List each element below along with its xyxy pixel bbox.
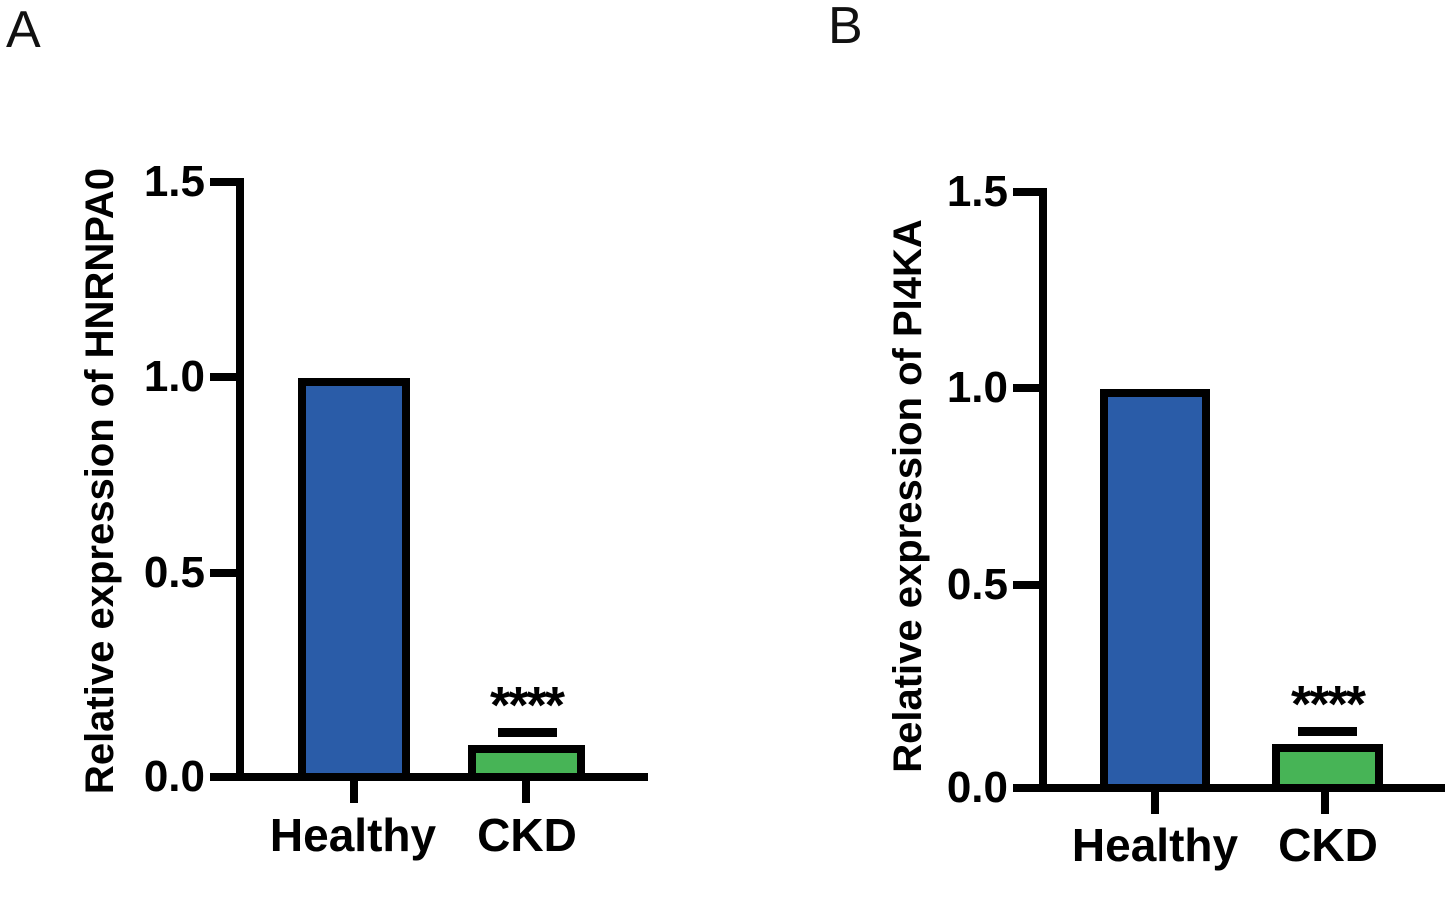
panel-b-ckd-error-bar-cap xyxy=(1298,726,1357,736)
panel-b-ytick-0.5: 0.5 xyxy=(946,560,1008,609)
panel-a-y-axis-line xyxy=(236,178,244,781)
panel-b-ytick-mark-0.0 xyxy=(1013,784,1039,792)
panel-a-xtick-ckd xyxy=(522,781,530,803)
panel-a-ckd-error-bar-cap xyxy=(498,727,557,737)
panel-a-ytick-0.0: 0.0 xyxy=(143,752,205,801)
panel-b-ytick-mark-1.5 xyxy=(1013,188,1039,196)
panel-a-ytick-0.5: 0.5 xyxy=(143,548,205,597)
panel-b-significance-stars: **** xyxy=(1291,675,1366,734)
figure-canvas: A Relative expression of HNRNPA0 1.5 1.0… xyxy=(6,0,1445,871)
panel-a-ytick-1.0: 1.0 xyxy=(143,352,205,401)
panel-b-ytick-1.0: 1.0 xyxy=(946,363,1008,412)
panel-a-xlabel-healthy: Healthy xyxy=(269,809,437,861)
panel-b-letter: B xyxy=(828,0,863,55)
panel-b-x-axis-line xyxy=(1039,784,1445,792)
panel-b-bar-ckd xyxy=(1272,743,1383,792)
panel-a-ytick-mark-1.5 xyxy=(210,178,236,186)
panel-b-ytick-1.5: 1.5 xyxy=(946,167,1008,216)
panel-a-ytick-mark-1.0 xyxy=(210,373,236,381)
panel-a-plot-area: **** xyxy=(240,177,648,781)
panel-b-plot-area: **** xyxy=(1043,188,1445,792)
panel-a-ytick-mark-0.0 xyxy=(210,773,236,781)
panel-a-x-axis-line xyxy=(236,773,648,781)
panel-b-ytick-0.0: 0.0 xyxy=(946,763,1008,812)
panel-a-xlabel-ckd: CKD xyxy=(477,809,577,861)
panel-a-significance-stars: **** xyxy=(490,676,565,735)
panel-b-xtick-healthy xyxy=(1151,792,1159,814)
panel-b-ytick-mark-0.5 xyxy=(1013,581,1039,589)
panel-b-bar-healthy xyxy=(1100,389,1210,792)
panel-b-ytick-mark-1.0 xyxy=(1013,384,1039,392)
panel-b-xlabel-healthy: Healthy xyxy=(1071,819,1239,871)
panel-a-bar-healthy xyxy=(298,378,410,781)
panel-a-ytick-mark-0.5 xyxy=(210,569,236,577)
panel-a-bar-ckd xyxy=(468,744,585,781)
panel-b-xlabel-ckd: CKD xyxy=(1278,819,1378,871)
panel-a-letter: A xyxy=(6,1,41,59)
panel-b-y-axis-line xyxy=(1039,188,1047,792)
panel-a-ytick-1.5: 1.5 xyxy=(143,157,205,206)
panel-a-xtick-healthy xyxy=(350,781,358,803)
panel-b-xtick-ckd xyxy=(1321,792,1329,814)
